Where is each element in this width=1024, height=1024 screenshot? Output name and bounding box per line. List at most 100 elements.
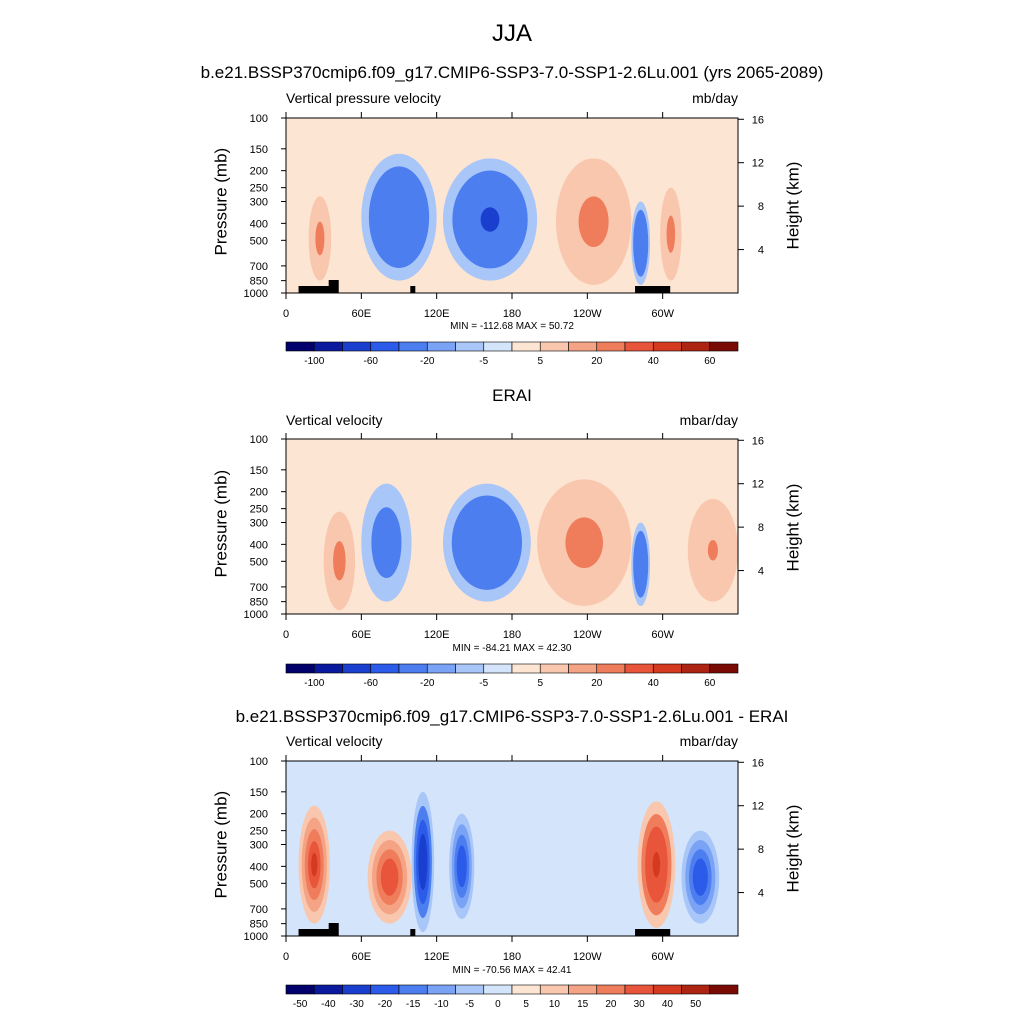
panel-1-feature-2-contour [391,204,407,230]
panel-3-colorbar-label: -5 [465,999,474,1010]
panel-1-topography-bar [328,280,339,293]
panel-3-x-tick-label: 60E [352,951,372,963]
panel-2-colorbar-swatch [398,663,428,674]
panel-2-y-tick-label: 500 [250,556,268,568]
panel-2-feature-2-contour [381,530,392,555]
panel-3-min-max: MIN = -70.56 MAX = 42.41 [452,965,572,976]
panel-1-y-tick-label: 150 [250,144,268,156]
panel-3-colorbar-swatch [709,984,739,995]
panel-1-y2-tick-label: 8 [758,201,764,213]
panel-3-x-tick-label: 0 [283,951,289,963]
panel-3-feature-5-contour [652,851,661,878]
panel-2-x-tick-label: 60E [352,629,372,641]
panel-3-colorbar-label: -10 [434,999,449,1010]
panel-3-colorbar-swatch [681,984,711,995]
panel-2-x-tick-label: 180 [503,629,521,641]
panel-1-colorbar-label: 5 [537,356,543,367]
panel-2-x-tick-label: 120E [424,629,450,641]
panel-1-y-tick-label: 850 [250,276,268,288]
panel-1-y2-tick-label: 12 [752,158,764,170]
panel-3-y-tick-label: 250 [250,826,268,838]
panel-3-feature-4-contour [459,855,465,877]
panel-3-colorbar-swatch [398,984,428,995]
panel-1-y-tick-label: 250 [250,183,268,195]
panel-2-y-tick-label: 850 [250,597,268,609]
panel-3-colorbar-swatch [426,984,456,995]
panel-3-topography-bar [298,929,337,936]
panel-3-feature-6-contour [696,867,705,887]
panel-1-y2-tick-label: 4 [758,245,764,257]
panel-3-y-tick-label: 400 [250,861,268,873]
panel-1-y-tick-label: 700 [250,261,268,273]
panel-3-colorbar-label: 15 [577,999,589,1010]
panel-3-title: b.e21.BSSP370cmip6.f09_g17.CMIP6-SSP3-7.… [235,707,789,726]
panel-3-colorbar-label: 20 [605,999,617,1010]
panel-3-y-tick-label: 150 [250,787,268,799]
panel-3-units-label: mbar/day [679,733,738,749]
panel-2-y2-tick-label: 4 [758,566,764,578]
panel-3-colorbar-swatch [370,984,400,995]
panel-2-colorbar-label: -100 [304,678,324,689]
panel-3-colorbar-label: -30 [349,999,364,1010]
panel-3-y-tick-label: 850 [250,919,268,931]
panel-1-colorbar-label: -60 [364,356,379,367]
panel-1-y-tick-label: 500 [250,235,268,247]
panel-1-colorbar-swatch [313,341,343,352]
panel-1-x-tick-label: 180 [503,308,521,320]
panel-3-feature-1-contour [311,852,318,877]
panel-2-colorbar-swatch [370,663,400,674]
panel-3-colorbar: -50 -40 -30 -20 -15 -10 -5 0 5 10 15 20 30 40 50 [285,984,739,1010]
panel-3-x-tick-label: 120W [573,951,602,963]
panel-1-colorbar-swatch [455,341,485,352]
panel-2-colorbar-swatch [539,663,569,674]
panel-1-feature-3-contour [480,207,500,232]
panel-3-x-tick-label: 60W [651,951,674,963]
panel-3-field [298,791,720,933]
panel-1-x-tick-label: 0 [283,308,289,320]
panel-1-colorbar: -100 -60 -20 -5 5 20 40 60 [285,341,739,367]
panel-1-variable-label: Vertical pressure velocity [286,90,441,106]
main-title: JJA [491,20,532,47]
panel-2-colorbar-swatch [596,663,626,674]
panel-1-colorbar-label: -20 [420,356,435,367]
panel-2-y2-tick-label: 12 [752,479,764,491]
panel-3-feature-3-contour [420,847,426,876]
panel-2-x-tick-label: 60W [651,629,674,641]
panel-2-y-tick-label: 150 [250,465,268,477]
panel-2-colorbar-swatch [568,663,598,674]
panel-1-x-tick-label: 60E [352,308,372,320]
panel-2-colorbar-label: 40 [648,678,660,689]
panel-2-y2-tick-label: 8 [758,522,764,534]
panel-3-colorbar-label: 50 [690,999,702,1010]
panel-1-colorbar-swatch [652,341,682,352]
panel-1-colorbar-swatch [370,341,400,352]
panel-2-feature-3-contour [478,530,496,555]
panel-1-y2-tick-label: 16 [752,114,764,126]
panel-2-feature-6-contour [707,540,718,561]
panel-3-colorbar-label: -20 [378,999,393,1010]
panel-1-field [308,153,682,285]
panel-1-feature-1-contour [317,230,323,247]
panel-1-colorbar-label: 60 [704,356,716,367]
panel-3-colorbar-swatch [511,984,541,995]
panel-3-colorbar-label: 0 [495,999,501,1010]
panel-3-y-tick-label: 500 [250,878,268,890]
panel-3-colorbar-swatch [455,984,485,995]
panel-1-y-tick-label: 100 [250,113,268,125]
panel-2-y-tick-label: 200 [250,487,268,499]
panel-2-colorbar-swatch [624,663,654,674]
panel-3-colorbar-label: 10 [549,999,561,1010]
panel-3-colorbar-swatch [483,984,513,995]
panel-3-colorbar-swatch [342,984,372,995]
panel-1-colorbar-label: 20 [591,356,603,367]
panel-2-colorbar-swatch [313,663,343,674]
panel-3-feature-2-contour [385,867,394,887]
panel-1-x-tick-label: 120W [573,308,602,320]
panel-2-colorbar-swatch [709,663,739,674]
panel-3-colorbar-label: -15 [406,999,421,1010]
panel-3-colorbar-swatch [285,984,315,995]
